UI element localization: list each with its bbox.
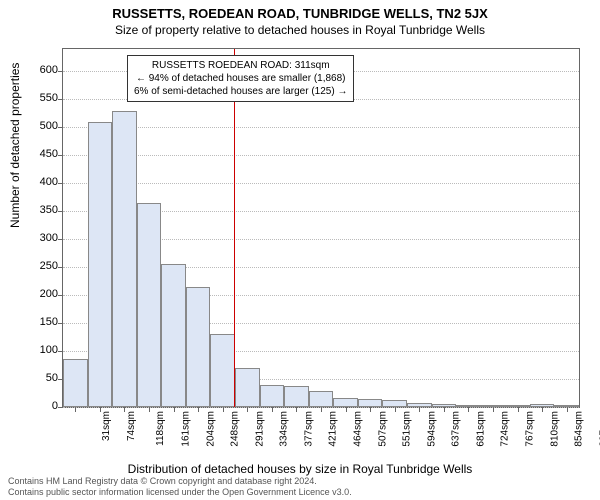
xtick-mark [321,407,322,412]
xtick-mark [100,407,101,412]
ytick-mark [58,267,63,268]
gridline [63,155,579,156]
ytick-label: 300 [28,232,58,244]
xtick-label: 118sqm [155,411,166,446]
xtick-label: 291sqm [254,411,265,447]
ytick-label: 400 [28,176,58,188]
xtick-label: 74sqm [126,411,137,441]
ytick-label: 550 [28,92,58,104]
xtick-label: 161sqm [181,411,192,447]
histogram-bar [63,359,88,407]
xtick-label: 31sqm [101,411,112,441]
xtick-mark [395,407,396,412]
xtick-label: 681sqm [475,411,486,447]
histogram-bar [309,391,334,407]
xtick-mark [444,407,445,412]
xtick-label: 767sqm [525,411,536,447]
ytick-label: 150 [28,316,58,328]
ytick-mark [58,71,63,72]
xtick-label: 464sqm [353,411,364,447]
ytick-mark [58,295,63,296]
histogram-bar [112,111,137,407]
xtick-mark [468,407,469,412]
histogram-bar [333,398,358,407]
y-axis-label: Number of detached properties [8,63,22,228]
xtick-label: 724sqm [500,411,511,447]
x-axis-label: Distribution of detached houses by size … [0,462,600,476]
xtick-mark [174,407,175,412]
histogram-bar [186,287,211,407]
ytick-label: 600 [28,64,58,76]
footer-line-1: Contains HM Land Registry data © Crown c… [8,476,317,486]
title-sub: Size of property relative to detached ho… [0,21,600,41]
ytick-mark [58,155,63,156]
xtick-label: 854sqm [574,411,585,447]
ytick-label: 200 [28,288,58,300]
xtick-mark [223,407,224,412]
xtick-label: 507sqm [377,411,388,447]
histogram-bar [235,368,260,407]
chart-container: RUSSETTS, ROEDEAN ROAD, TUNBRIDGE WELLS,… [0,0,600,500]
plot-area: 31sqm74sqm118sqm161sqm204sqm248sqm291sqm… [62,48,580,408]
xtick-label: 421sqm [328,411,339,447]
ytick-mark [58,323,63,324]
ytick-label: 500 [28,120,58,132]
xtick-mark [124,407,125,412]
xtick-mark [518,407,519,412]
ytick-mark [58,211,63,212]
ytick-label: 50 [28,372,58,384]
ytick-mark [58,239,63,240]
histogram-bar [382,400,407,407]
xtick-mark [272,407,273,412]
xtick-mark [493,407,494,412]
xtick-label: 637sqm [451,411,462,447]
histogram-bar [137,203,162,407]
xtick-label: 334sqm [279,411,290,447]
histogram-bar [260,385,285,407]
ytick-label: 250 [28,260,58,272]
xtick-mark [198,407,199,412]
annotation-line-1: RUSSETTS ROEDEAN ROAD: 311sqm [152,60,330,71]
xtick-label: 810sqm [549,411,560,447]
ytick-mark [58,351,63,352]
annotation-box: RUSSETTS ROEDEAN ROAD: 311sqm ← 94% of de… [127,55,354,102]
xtick-mark [419,407,420,412]
xtick-mark [567,407,568,412]
histogram-bar [358,399,383,407]
title-main: RUSSETTS, ROEDEAN ROAD, TUNBRIDGE WELLS,… [0,0,600,21]
ytick-label: 450 [28,148,58,160]
histogram-bar [88,122,113,407]
histogram-bar [210,334,235,407]
xtick-mark [296,407,297,412]
xtick-label: 594sqm [426,411,437,447]
ytick-label: 100 [28,344,58,356]
histogram-bar [161,264,186,407]
ytick-mark [58,127,63,128]
xtick-label: 377sqm [303,411,314,447]
ytick-mark [58,407,63,408]
xtick-label: 204sqm [205,411,216,447]
ytick-mark [58,99,63,100]
xtick-mark [75,407,76,412]
xtick-mark [370,407,371,412]
footer-line-2: Contains public sector information licen… [8,487,352,497]
gridline [63,183,579,184]
annotation-line-2: ← 94% of detached houses are smaller (1,… [136,73,346,84]
histogram-bar [284,386,309,407]
xtick-label: 248sqm [230,411,241,447]
ytick-mark [58,183,63,184]
ytick-label: 350 [28,204,58,216]
reference-line [234,49,235,407]
xtick-mark [149,407,150,412]
annotation-line-3: 6% of semi-detached houses are larger (1… [134,86,347,97]
xtick-label: 551sqm [402,411,413,447]
xtick-mark [542,407,543,412]
ytick-label: 0 [28,400,58,412]
footer-note: Contains HM Land Registry data © Crown c… [8,476,352,498]
xtick-mark [247,407,248,412]
xtick-mark [346,407,347,412]
gridline [63,127,579,128]
